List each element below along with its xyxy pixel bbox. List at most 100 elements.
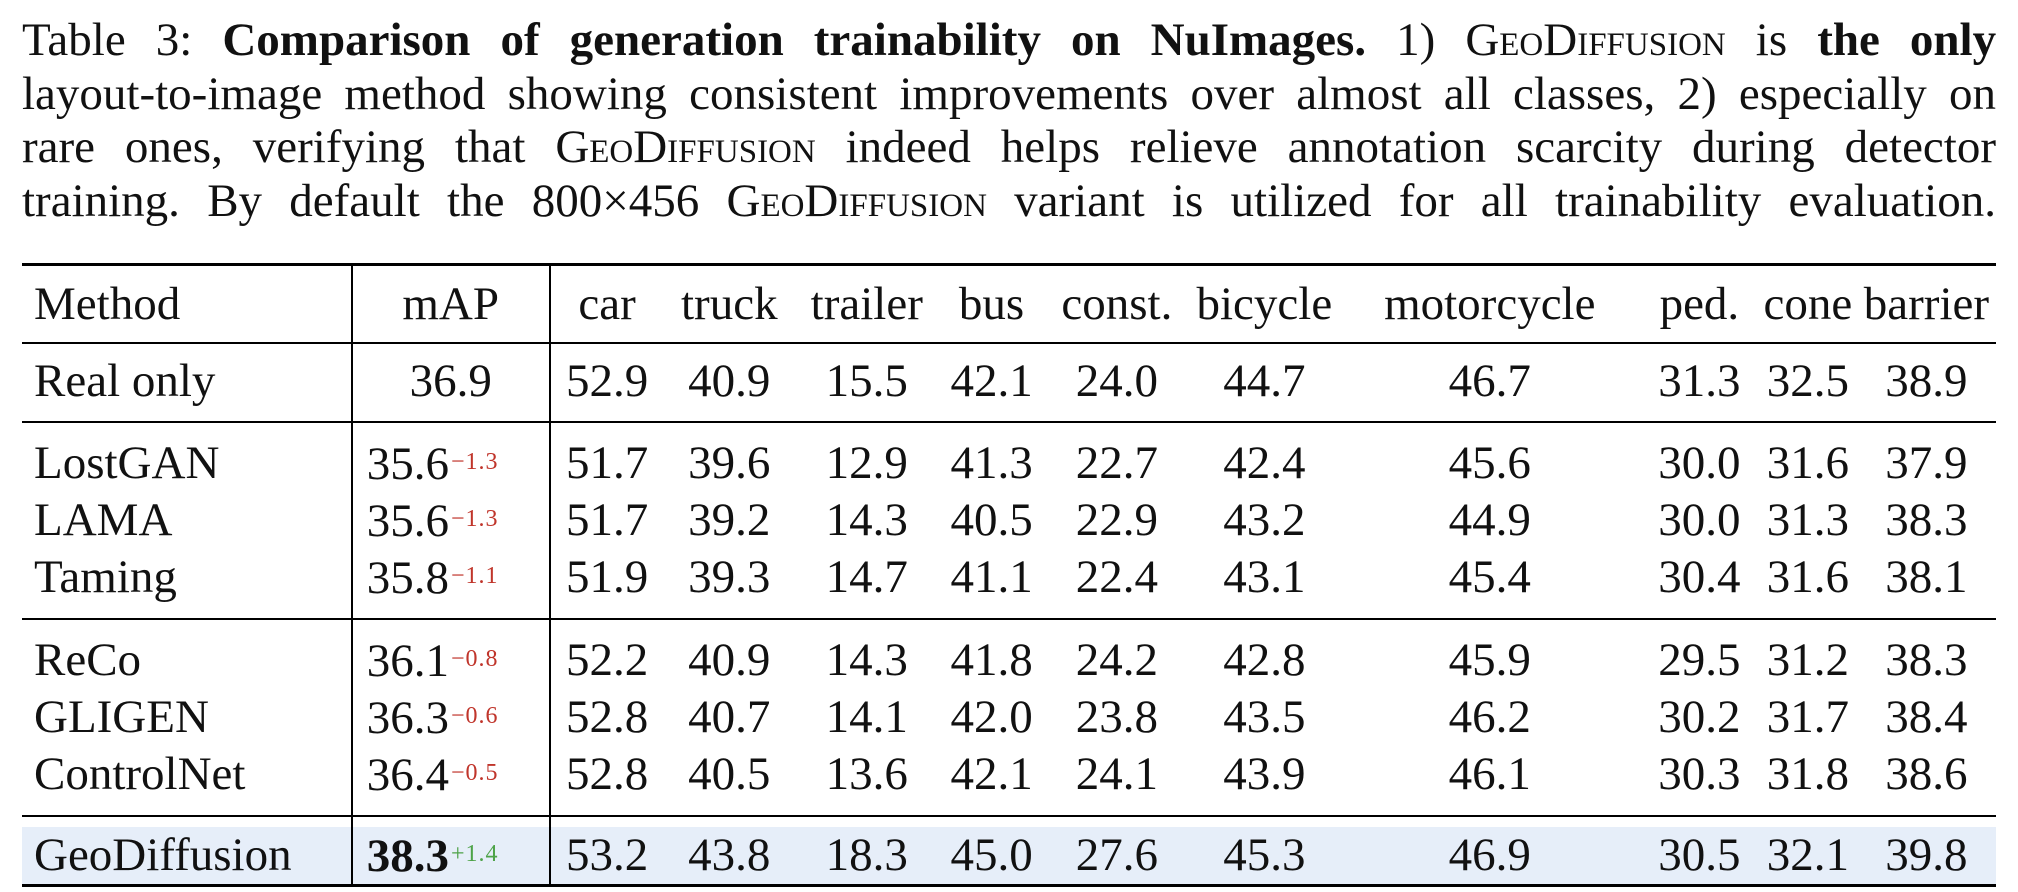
value-cell: 31.3	[1658, 355, 1741, 407]
spacer-cell	[795, 803, 938, 816]
spacer-cell	[1044, 815, 1190, 827]
method-name: GeoDiffusion	[726, 174, 987, 227]
value-cell: 39.2	[688, 494, 771, 546]
spacer-cell	[351, 342, 551, 354]
spacer-cell	[795, 815, 939, 827]
spacer-cell	[1640, 409, 1759, 422]
map-value: 35.8	[366, 552, 449, 604]
table-row: ControlNet 36.4−0.5 52.8 40.5 13.6 42.1 24.1 43…	[22, 746, 1996, 803]
spacer-cell	[1640, 803, 1759, 816]
value-cell: 42.1	[950, 355, 1033, 407]
value-cell: 38.6	[1885, 748, 1968, 800]
value-cell: 37.9	[1885, 437, 1968, 489]
caption-line-1: Table 3: Comparison of generation traina…	[22, 14, 1996, 68]
column-header: trailer	[795, 263, 939, 343]
spacer-cell	[1856, 342, 1996, 354]
value-cell: 31.2	[1766, 634, 1849, 686]
table-row: ReCo 36.1−0.8 52.2 40.9 14.3 41.8 24.2 42.8 45.9…	[22, 632, 1996, 689]
spacer-cell	[1758, 815, 1857, 827]
method-cell: GeoDiffusion	[22, 827, 353, 887]
value-cell: 51.7	[565, 437, 649, 489]
column-header: car	[549, 263, 664, 343]
spacer-cell	[1189, 815, 1340, 827]
value-cell: 31.3	[1766, 494, 1849, 546]
ours-row: GeoDiffusion 38.3+1.4 53.2 43.8 18.3 45.0 27.6…	[22, 827, 1996, 887]
caption-text: indeed helps relieve annotation scarcity…	[845, 121, 1996, 173]
caption-title: Comparison of generation trainability on…	[222, 14, 1367, 66]
spacer-cell	[22, 342, 353, 354]
value-cell: 13.6	[825, 748, 908, 800]
value-cell: 14.7	[825, 551, 908, 603]
value-cell: 45.9	[1448, 634, 1531, 686]
spacer-cell	[663, 815, 796, 827]
spacer-cell	[549, 618, 664, 632]
spacer-cell	[1045, 409, 1189, 422]
spacer-cell	[351, 618, 551, 632]
value-cell: 45.3	[1189, 827, 1340, 887]
column-header: bicycle	[1189, 263, 1340, 343]
table-row: LostGAN 35.6−1.3 51.7 39.6 12.9 41.3 22.7 42.4 4…	[22, 435, 1996, 492]
spacer-row	[22, 803, 1996, 816]
value-cell: 38.9	[1885, 355, 1968, 407]
value-cell: 31.7	[1766, 691, 1849, 743]
spacer-cell	[1189, 421, 1340, 435]
column-header: mAP	[351, 263, 551, 343]
caption-text: variant is utilized for all trainability…	[1014, 174, 1997, 227]
map-cell: 36.3−0.6	[351, 689, 551, 746]
spacer-cell	[1639, 421, 1759, 435]
value-cell: 45.6	[1448, 437, 1531, 489]
spacer-cell	[795, 606, 938, 619]
value-cell: 24.2	[1075, 634, 1159, 686]
value-cell: 14.1	[825, 691, 908, 743]
spacer-cell	[663, 618, 796, 632]
spacer-cell	[663, 803, 795, 816]
table-row: LAMA 35.6−1.3 51.7 39.2 14.3 40.5 22.9 43.2 44.9…	[22, 492, 1996, 549]
value-cell: 44.9	[1448, 494, 1531, 546]
value-cell: 24.1	[1075, 748, 1159, 800]
spacer-cell	[1189, 342, 1340, 354]
spacer-cell	[1639, 815, 1759, 827]
spacer-cell	[550, 606, 664, 619]
spacer-cell	[938, 815, 1045, 827]
value-cell: 30.2	[1658, 691, 1741, 743]
spacer-cell	[549, 342, 664, 354]
method-cell: Real only	[22, 354, 353, 409]
table-row: GLIGEN 36.3−0.6 52.8 40.7 14.1 42.0 23.8 43.5 46…	[22, 689, 1996, 746]
spacer-cell	[1758, 342, 1857, 354]
caption-emphasis: the only	[1817, 14, 1997, 66]
value-cell: 40.5	[950, 494, 1033, 546]
spacer-cell	[1189, 606, 1340, 619]
value-cell: 40.5	[688, 748, 771, 800]
map-value: 35.6	[366, 495, 449, 547]
value-cell: 22.7	[1075, 437, 1159, 489]
map-cell: 36.9	[351, 354, 551, 409]
spacer-cell	[1857, 606, 1996, 619]
method-name: GeoDiffusion	[555, 121, 816, 173]
value-cell: 41.3	[950, 437, 1033, 489]
map-cell: 36.4−0.5	[351, 746, 551, 803]
value-cell: 22.9	[1075, 494, 1159, 546]
column-header: motorcycle	[1339, 263, 1640, 343]
value-cell: 53.2	[549, 827, 664, 887]
spacer-cell	[1340, 803, 1640, 816]
spacer-cell	[351, 803, 551, 816]
map-delta: −0.5	[450, 760, 499, 786]
value-cell: 41.8	[950, 634, 1033, 686]
spacer-cell	[663, 421, 796, 435]
value-cell: 22.4	[1075, 551, 1159, 603]
spacer-cell	[1045, 606, 1189, 619]
spacer-cell	[1639, 618, 1759, 632]
method-cell: LostGAN	[22, 435, 353, 492]
column-header: const.	[1044, 263, 1190, 343]
spacer-cell	[351, 421, 551, 435]
value-cell: 42.1	[950, 748, 1033, 800]
spacer-cell	[549, 815, 664, 827]
column-header: ped.	[1639, 263, 1759, 343]
spacer-cell	[1759, 803, 1857, 816]
value-cell: 31.8	[1766, 748, 1849, 800]
spacer-cell	[938, 803, 1044, 816]
map-value: 38.3	[366, 830, 449, 882]
value-cell: 46.7	[1448, 355, 1531, 407]
spacer-cell	[795, 421, 939, 435]
spacer-cell	[1189, 803, 1340, 816]
